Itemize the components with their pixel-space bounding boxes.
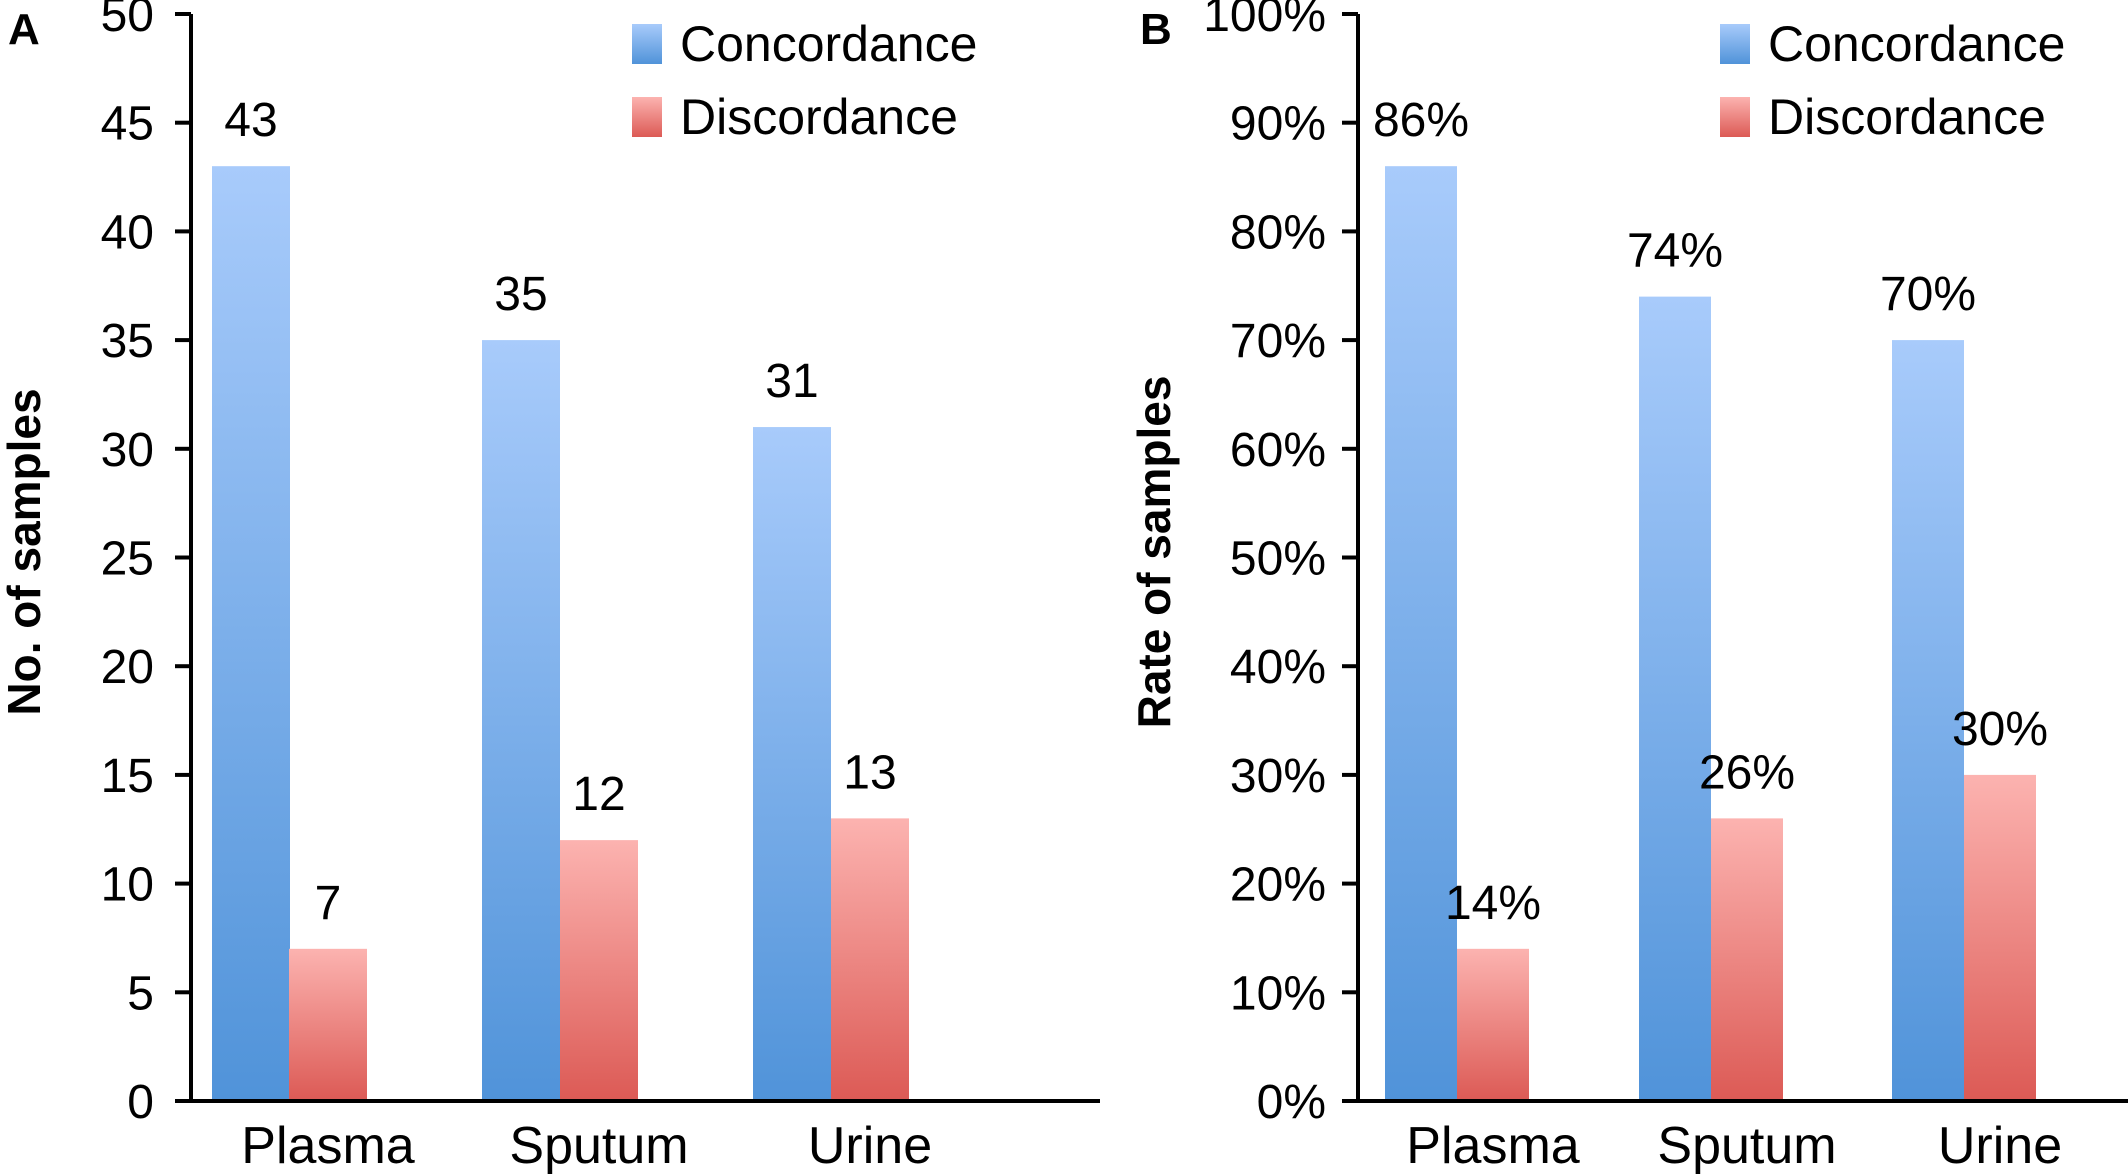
discordance-value-label: 12 xyxy=(572,768,625,821)
legend-label: Concordance xyxy=(1768,16,2065,72)
y-tick-label: 10% xyxy=(1230,967,1326,1020)
discordance-value-label: 7 xyxy=(315,877,342,930)
data-labels: 43 35 31 7 12 13 xyxy=(224,94,896,930)
bars xyxy=(1385,166,2036,1102)
legend-label: Concordance xyxy=(680,16,977,72)
panel-a: A No. of samples 0 5 10 15 20 25 30 35 40 45 50 43… xyxy=(0,0,1100,1175)
concordance-value-label: 43 xyxy=(224,94,277,147)
concordance-value-label: 31 xyxy=(765,355,818,408)
discordance-bar-urine xyxy=(1964,774,2036,1101)
concordance-bar-sputum xyxy=(1639,296,1711,1101)
bars xyxy=(212,166,909,1102)
panel-label: A xyxy=(8,5,40,54)
category-labels: Plasma Sputum Urine xyxy=(241,1117,932,1175)
category-label-sputum: Sputum xyxy=(509,1117,688,1175)
legend-swatch-discordance xyxy=(1720,97,1750,137)
category-label-plasma: Plasma xyxy=(1406,1117,1579,1175)
y-tick-label: 10 xyxy=(101,859,154,912)
y-tick-label: 20 xyxy=(101,641,154,694)
y-tick-label: 50 xyxy=(101,0,154,42)
concordance-value-label: 35 xyxy=(494,268,547,321)
concordance-bar-sputum xyxy=(482,340,560,1102)
concordance-bar-urine xyxy=(753,427,831,1101)
axes xyxy=(1342,14,2128,1103)
y-tick-label: 50% xyxy=(1230,533,1326,586)
discordance-bar-urine xyxy=(831,818,909,1101)
y-axis-title: No. of samples xyxy=(0,388,50,715)
discordance-value-label: 14% xyxy=(1445,877,1541,930)
y-tick-label: 100% xyxy=(1203,0,1326,42)
y-tick-label: 0% xyxy=(1257,1076,1326,1129)
y-tick-label: 45 xyxy=(101,98,154,151)
axes xyxy=(175,14,1100,1103)
concordance-bar-plasma xyxy=(212,166,290,1101)
panel-b: B Rate of samples 0% 10% 20% 30% 40% 50% 60% 70… xyxy=(1128,0,2128,1175)
concordance-value-label: 74% xyxy=(1627,225,1723,278)
discordance-bar-plasma xyxy=(289,948,367,1101)
category-label-plasma: Plasma xyxy=(241,1117,414,1175)
y-tick-label: 80% xyxy=(1230,206,1326,259)
y-tick-label: 20% xyxy=(1230,859,1326,912)
concordance-value-label: 86% xyxy=(1373,94,1469,147)
y-ticks: 0 5 10 15 20 25 30 35 40 45 50 xyxy=(101,0,191,1129)
legend: Concordance Discordance xyxy=(632,16,977,145)
discordance-value-label: 13 xyxy=(843,746,896,799)
legend: Concordance Discordance xyxy=(1720,16,2065,145)
y-ticks: 0% 10% 20% 30% 40% 50% 60% 70% 80% 90% 100% xyxy=(1203,0,1358,1129)
y-tick-label: 15 xyxy=(101,750,154,803)
y-axis-title: Rate of samples xyxy=(1128,376,1180,729)
legend-swatch-concordance xyxy=(1720,24,1750,64)
y-tick-label: 30% xyxy=(1230,750,1326,803)
concordance-bar-urine xyxy=(1892,340,1964,1102)
concordance-value-label: 70% xyxy=(1880,268,1976,321)
y-tick-label: 35 xyxy=(101,315,154,368)
y-tick-label: 40 xyxy=(101,206,154,259)
y-tick-label: 40% xyxy=(1230,641,1326,694)
legend-label: Discordance xyxy=(1768,89,2046,145)
legend-swatch-discordance xyxy=(632,97,662,137)
legend-label: Discordance xyxy=(680,89,958,145)
concordance-bar-plasma xyxy=(1385,166,1457,1101)
panel-label: B xyxy=(1140,5,1172,54)
legend-swatch-concordance xyxy=(632,24,662,64)
y-tick-label: 90% xyxy=(1230,98,1326,151)
discordance-bar-sputum xyxy=(560,840,638,1101)
category-label-urine: Urine xyxy=(1938,1117,2062,1175)
discordance-value-label: 26% xyxy=(1699,746,1795,799)
y-tick-label: 70% xyxy=(1230,315,1326,368)
data-labels: 86% 74% 70% 14% 26% 30% xyxy=(1373,94,2048,930)
category-labels: Plasma Sputum Urine xyxy=(1406,1117,2062,1175)
y-tick-label: 30 xyxy=(101,424,154,477)
discordance-bar-plasma xyxy=(1457,948,1529,1101)
y-tick-label: 60% xyxy=(1230,424,1326,477)
y-tick-label: 25 xyxy=(101,533,154,586)
discordance-bar-sputum xyxy=(1711,818,1783,1101)
category-label-urine: Urine xyxy=(808,1117,932,1175)
discordance-value-label: 30% xyxy=(1952,703,2048,756)
y-tick-label: 0 xyxy=(127,1076,154,1129)
category-label-sputum: Sputum xyxy=(1657,1117,1836,1175)
y-tick-label: 5 xyxy=(127,967,154,1020)
